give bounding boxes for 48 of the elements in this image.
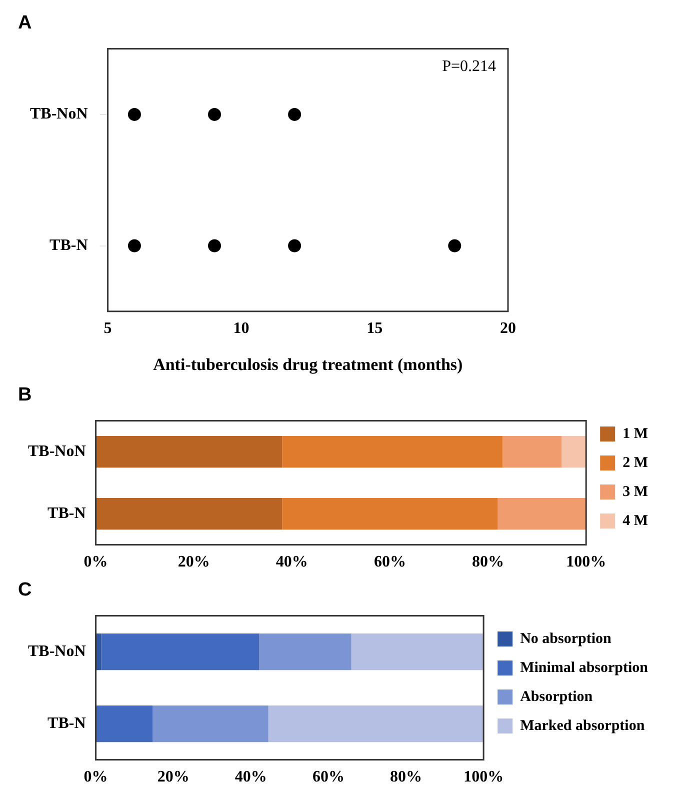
- x-tick-label: 40%: [276, 554, 308, 571]
- x-tick-label: 10: [233, 320, 250, 338]
- legend-label: Minimal absorption: [520, 660, 649, 676]
- legend-label: 3 M: [622, 484, 648, 500]
- x-tick-label: 100%: [464, 768, 504, 786]
- x-tick-label: 80%: [472, 554, 504, 571]
- chart-title: A: [18, 12, 32, 34]
- bar: [101, 633, 260, 670]
- legend-label: 1 M: [622, 426, 648, 442]
- x-tick-label: 80%: [390, 768, 422, 786]
- y-tick-label: TB-N: [50, 236, 88, 254]
- x-tick-label: 60%: [312, 768, 344, 786]
- chart-title: B: [18, 384, 32, 406]
- y-tick-label: TB-N: [48, 714, 86, 732]
- bar: [96, 436, 282, 468]
- legend-label: Marked absorption: [520, 718, 646, 734]
- bar: [498, 498, 586, 530]
- x-axis-title: Anti-tuberculosis drug treatment (months): [153, 355, 463, 374]
- annotation: P=0.214: [442, 58, 496, 76]
- x-tick-label: 60%: [374, 554, 406, 571]
- x-tick-label: 5: [104, 320, 112, 338]
- y-tick-label: TB-NoN: [28, 442, 86, 460]
- chart-title: C: [18, 580, 32, 601]
- legend-label: No absorption: [520, 630, 612, 647]
- bar: [502, 436, 562, 468]
- legend-label: 4 M: [622, 512, 648, 529]
- bar: [351, 633, 484, 670]
- x-tick-label: 0%: [84, 768, 108, 786]
- bar: [282, 498, 498, 530]
- bar: [96, 498, 282, 530]
- bar: [268, 705, 484, 742]
- bar: [152, 705, 268, 742]
- x-tick-label: 20%: [178, 554, 210, 571]
- bar: [96, 705, 153, 742]
- x-tick-label: 100%: [566, 554, 606, 571]
- y-tick-label: TB-N: [48, 504, 86, 522]
- bar: [282, 436, 503, 468]
- x-tick-label: 40%: [234, 768, 267, 786]
- y-tick-label: TB-NoN: [30, 106, 88, 123]
- legend-label: 2 M: [622, 454, 648, 471]
- bar: [259, 633, 352, 670]
- x-tick-label: 20: [500, 320, 516, 338]
- x-tick-label: 20%: [157, 768, 190, 786]
- x-tick-label: 0%: [84, 554, 108, 571]
- bar: [562, 436, 586, 468]
- legend-label: Absorption: [520, 688, 594, 705]
- x-tick-label: 15: [366, 320, 383, 338]
- y-tick-label: TB-NoN: [28, 642, 86, 660]
